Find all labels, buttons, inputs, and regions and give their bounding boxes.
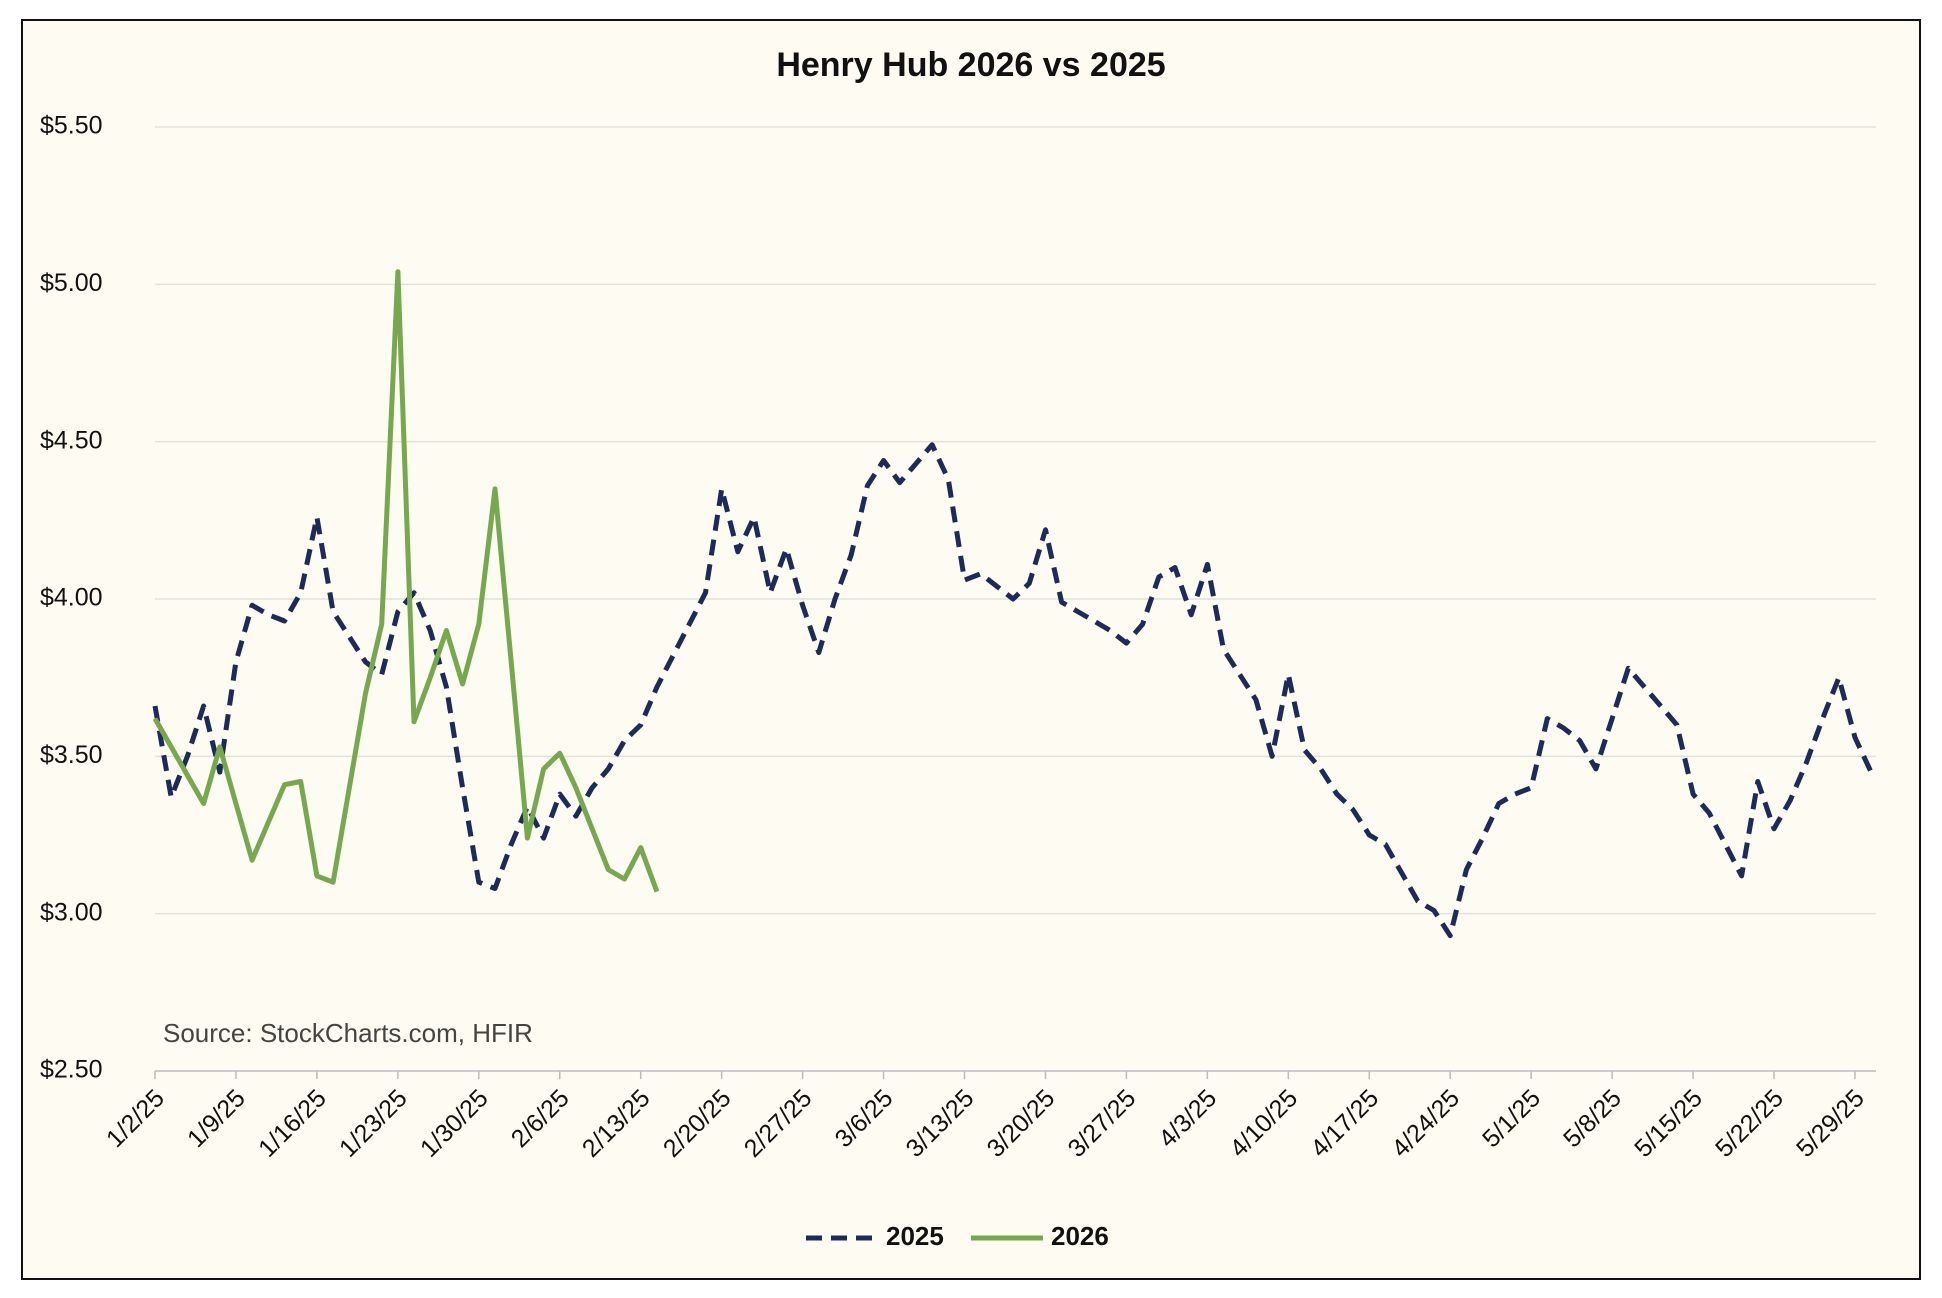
- series-line: [152, 269, 660, 893]
- y-tick-label: $4.00: [40, 584, 103, 612]
- legend-label: 2025: [886, 1221, 944, 1251]
- legend-label: 2026: [1051, 1221, 1109, 1251]
- y-tick-label: $2.50: [40, 1056, 103, 1084]
- y-tick-label: $3.00: [40, 898, 103, 926]
- chart-title: Henry Hub 2026 vs 2025: [776, 46, 1165, 84]
- y-tick-label: $4.50: [40, 426, 103, 454]
- y-tick-label: $5.00: [40, 269, 103, 297]
- series-line: [152, 442, 1874, 939]
- y-tick-label: $5.50: [40, 112, 103, 140]
- source-note: Source: StockCharts.com, HFIR: [163, 1018, 533, 1048]
- y-tick-label: $3.50: [40, 741, 103, 769]
- chart-frame: [21, 19, 1921, 1280]
